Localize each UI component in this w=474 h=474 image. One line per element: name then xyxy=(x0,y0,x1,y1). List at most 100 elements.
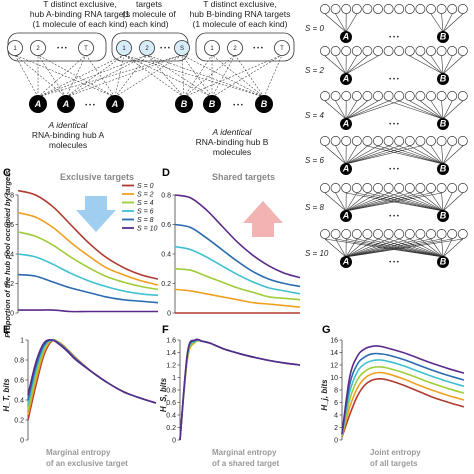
target-node-label: 1 xyxy=(122,46,126,52)
target-node xyxy=(116,40,132,56)
y-tick-label: 0 xyxy=(172,437,176,444)
s-hub-a xyxy=(340,73,352,85)
binding-edge xyxy=(37,54,116,98)
series-line xyxy=(179,339,301,441)
s-target-node xyxy=(373,91,383,101)
s-target-node xyxy=(404,4,415,14)
s-edge xyxy=(442,145,453,165)
binding-edge xyxy=(37,54,87,98)
group-right-header-2: hub B-binding RNA targets xyxy=(190,9,291,19)
y-tick-label: 0.6 xyxy=(161,222,171,229)
s-hub-a xyxy=(340,118,352,130)
binding-edge xyxy=(37,54,67,98)
y-axis-label: H_T, bits xyxy=(2,378,11,412)
s-row-label: S = 2 xyxy=(305,66,324,75)
y-tick-label: 0.2 xyxy=(161,281,171,288)
ellipsis: • • • xyxy=(85,103,95,109)
group-mid-header-1: targets xyxy=(136,0,162,9)
panel-caption: of a shared target xyxy=(212,459,279,468)
s-target-node xyxy=(415,136,426,146)
s-hub-b xyxy=(437,118,449,130)
y-tick-label: 16 xyxy=(330,337,338,344)
hub-label: A xyxy=(111,99,119,109)
s-target-node xyxy=(383,136,394,146)
s-target-node xyxy=(320,136,330,146)
group-left-header-2: hub A-binding RNA targets xyxy=(30,9,130,19)
s-row-label: S = 6 xyxy=(305,156,324,165)
binding-edge xyxy=(181,54,213,98)
ellipsis: • • • xyxy=(389,167,399,173)
s-edge xyxy=(388,192,444,212)
s-target-node xyxy=(394,46,405,56)
s-edge xyxy=(324,145,347,165)
s-target-node xyxy=(404,229,415,239)
s-edge xyxy=(442,238,453,258)
s-hub-a xyxy=(340,210,352,222)
network-diagram: T distinct exclusive, hub A-binding RNA … xyxy=(7,0,295,157)
series-line xyxy=(174,268,301,301)
chart-panel-f: 0 0.2 0.4 0.6 0.8 1 1.2 1.4 1.6 xyxy=(166,337,301,444)
target-node-label: T xyxy=(84,46,88,52)
s-edge xyxy=(409,55,444,75)
s-target-node xyxy=(383,183,394,193)
binding-edge xyxy=(263,54,283,98)
binding-edge xyxy=(37,54,125,98)
s-edge xyxy=(442,100,464,120)
s-target-node xyxy=(457,229,468,239)
s-target-node xyxy=(426,46,436,56)
y-axis-label: H_j, bits xyxy=(320,379,329,411)
s-target-node xyxy=(351,91,362,101)
binding-edge xyxy=(183,54,236,98)
s-target-node xyxy=(341,91,352,101)
binding-edge xyxy=(85,54,116,98)
y-tick-label: 0.4 xyxy=(166,412,176,419)
s-edge xyxy=(399,238,444,258)
legend-label: S = 8 xyxy=(137,217,154,224)
y-tick-label: 10 xyxy=(330,375,338,382)
y-tick-label: 4 xyxy=(334,412,338,419)
s-edge xyxy=(335,13,347,33)
s-edge xyxy=(442,13,464,33)
s-edge xyxy=(345,238,400,258)
s-edge xyxy=(345,192,389,212)
y-tick-label: 0.2 xyxy=(166,425,176,432)
s-edge xyxy=(442,55,464,75)
binding-edge xyxy=(14,54,67,98)
group-mid-header-2: (1 molecule of xyxy=(122,9,176,19)
y-tick-label: 0.2 xyxy=(4,281,14,288)
series-line xyxy=(27,339,157,421)
s-edge xyxy=(356,192,444,212)
binding-edge xyxy=(183,54,213,98)
target-node-label: T xyxy=(280,46,284,52)
s-edge xyxy=(367,145,444,165)
s-edge xyxy=(377,238,444,258)
hub-label: B xyxy=(181,99,188,109)
y-tick-label: 1.6 xyxy=(166,337,176,344)
s-target-node xyxy=(394,4,405,14)
s-edge xyxy=(335,145,347,165)
s-target-node xyxy=(404,91,415,101)
group-left-header-3: (1 molecule of each kind) xyxy=(33,19,128,29)
binding-edges xyxy=(14,54,283,98)
s-edge xyxy=(345,192,358,212)
series-line xyxy=(341,366,465,436)
s-target-node xyxy=(383,4,394,14)
s-row-label: S = 0 xyxy=(305,24,324,33)
s-edge xyxy=(335,192,347,212)
ellipsis: • • • xyxy=(57,46,67,52)
s-edge xyxy=(388,145,444,165)
binding-edge xyxy=(37,54,148,98)
s-target-node xyxy=(320,183,330,193)
legend-label: S = 0 xyxy=(137,183,154,190)
binding-edge xyxy=(65,54,183,98)
s-hub-a-label: A xyxy=(342,164,350,174)
s-target-node xyxy=(436,46,447,56)
target-node xyxy=(139,40,155,56)
s-target-node xyxy=(351,46,362,56)
s-target-node xyxy=(436,91,447,101)
s-target-node xyxy=(394,183,405,193)
series-line xyxy=(17,189,159,280)
s-edge xyxy=(377,192,444,212)
s-target-node xyxy=(373,136,383,146)
